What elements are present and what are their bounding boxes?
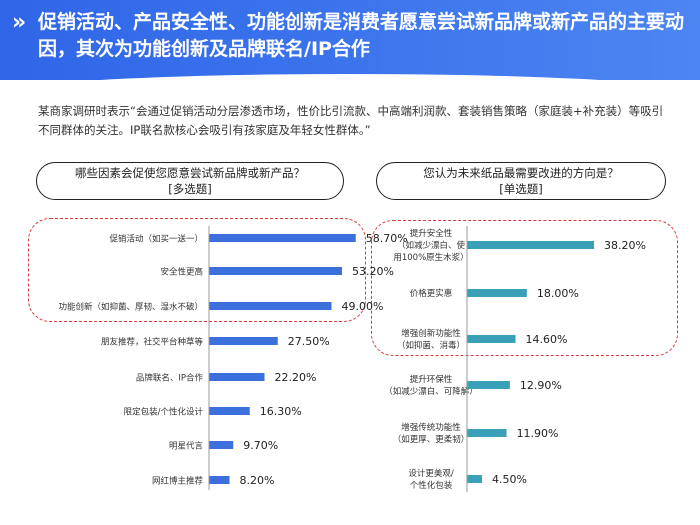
right-bar bbox=[467, 475, 482, 483]
left-bar bbox=[209, 407, 250, 415]
right-category-label: 增强创新功能性 bbox=[401, 328, 461, 339]
left-question-box: 哪些因素会促使您愿意尝试新品牌或新产品？ [多选题] bbox=[36, 162, 344, 200]
right-bar bbox=[467, 289, 527, 297]
left-category-label: 限定包装/个性化设计 bbox=[124, 407, 204, 418]
left-bar bbox=[209, 476, 230, 484]
right-category-label: 增强传统功能性 bbox=[401, 422, 461, 433]
left-category-label: 品牌联名、IP合作 bbox=[136, 373, 204, 384]
left-category-label: 明星代言 bbox=[169, 441, 204, 452]
left-bar bbox=[209, 373, 265, 381]
left-value-label: 9.70% bbox=[243, 439, 278, 452]
right-value-label: 4.50% bbox=[492, 473, 527, 486]
left-value-label: 16.30% bbox=[260, 405, 302, 418]
right-category-label: 提升安全性 bbox=[410, 228, 453, 239]
right-value-label: 11.90% bbox=[517, 427, 559, 440]
right-category-label: 价格更实惠 bbox=[410, 288, 453, 299]
right-bar bbox=[467, 241, 594, 249]
left-category-label: 朋友推荐，社交平台种草等 bbox=[101, 337, 204, 348]
left-question-text: 哪些因素会促使您愿意尝试新品牌或新产品？ bbox=[75, 166, 305, 180]
left-bar bbox=[209, 302, 332, 310]
header-banner: ›› 促销活动、产品安全性、功能创新是消费者愿意尝试新品牌或新产品的主要动因，其… bbox=[0, 0, 700, 94]
left-bar bbox=[209, 267, 342, 275]
left-category-label: 促销活动（如买一送一） bbox=[109, 234, 203, 245]
left-value-label: 49.00% bbox=[342, 300, 384, 313]
intro-paragraph: 某商家调研时表示“会通过促销活动分层渗透市场，性价比引流款、中高端利润款、套装销… bbox=[38, 104, 664, 137]
left-question-type: [多选题] bbox=[168, 182, 212, 196]
left-value-label: 58.70% bbox=[366, 232, 408, 245]
left-bar bbox=[209, 337, 278, 345]
right-value-label: 14.60% bbox=[526, 333, 568, 346]
right-bar bbox=[467, 381, 510, 389]
right-value-label: 18.00% bbox=[537, 287, 579, 300]
right-category-label: 用100%原生木浆） bbox=[393, 252, 468, 263]
left-category-label: 功能创新（如抑菌、厚韧、湿水不破） bbox=[58, 302, 203, 313]
right-question-box: 您认为未来纸品最需要改进的方向是？ [单选题] bbox=[376, 162, 666, 200]
left-value-label: 22.20% bbox=[275, 371, 317, 384]
right-category-label: （如减少漂白、可降解） bbox=[384, 386, 478, 397]
right-value-label: 12.90% bbox=[520, 379, 562, 392]
left-highlight-dashed-box bbox=[28, 218, 366, 322]
right-bar bbox=[467, 429, 507, 437]
right-value-label: 38.20% bbox=[604, 239, 646, 252]
left-category-label: 安全性更高 bbox=[160, 267, 203, 278]
right-category-label: （如抑菌、消毒） bbox=[397, 340, 465, 351]
left-value-label: 8.20% bbox=[240, 474, 275, 487]
left-value-label: 53.20% bbox=[352, 265, 394, 278]
right-category-label: 提升环保性 bbox=[410, 374, 453, 385]
left-bar bbox=[209, 441, 234, 449]
right-question-text: 您认为未来纸品最需要改进的方向是？ bbox=[423, 166, 619, 180]
right-question-type: [单选题] bbox=[499, 182, 543, 196]
right-category-label: （如减少漂白、使 bbox=[397, 240, 466, 251]
right-category-label: （如更厚、更柔韧） bbox=[393, 434, 470, 445]
right-category-label: 设计更美观/ bbox=[408, 468, 454, 479]
left-bar bbox=[209, 234, 356, 242]
left-value-label: 27.50% bbox=[288, 335, 330, 348]
right-highlight-dashed-box bbox=[371, 220, 678, 356]
right-bar bbox=[467, 335, 516, 343]
left-category-label: 网红博主推荐 bbox=[152, 476, 204, 487]
page-title: 促销活动、产品安全性、功能创新是消费者愿意尝试新品牌或新产品的主要动因，其次为功… bbox=[38, 11, 685, 60]
right-category-label: 个性化包装 bbox=[410, 480, 453, 491]
